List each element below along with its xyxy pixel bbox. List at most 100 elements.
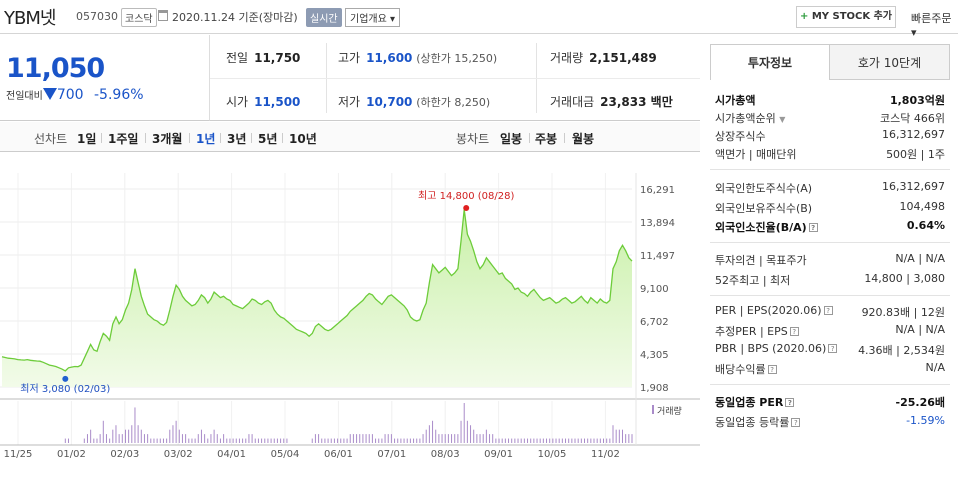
- sector-per-label: 동일업종 PER?: [715, 394, 795, 410]
- add-my-stock-button[interactable]: + MY STOCK 추가: [796, 6, 896, 28]
- help-icon[interactable]: ?: [808, 223, 818, 232]
- cap-rank-row: 시가총액순위 ▼ 코스닥 466위: [715, 110, 945, 127]
- high-price: 고가 11,600 (상한가 15,250): [338, 49, 497, 66]
- est-per-label: 추정PER | EPS?: [715, 323, 799, 339]
- tab-investment-info[interactable]: 투자정보: [710, 44, 830, 80]
- shares-row: 상장주식수 16,312,697: [715, 128, 945, 145]
- x-tick-label: 10/05: [538, 449, 567, 460]
- foreign-hold-value: 104,498: [899, 200, 946, 213]
- sector-rate-value: -1.59%: [906, 414, 945, 427]
- line-chart-label: 선차트: [34, 132, 68, 146]
- realtime-button[interactable]: 실시간: [306, 8, 342, 27]
- period-3year[interactable]: 3년: [227, 132, 247, 146]
- tab-hoga-10[interactable]: 호가 10단계: [829, 44, 950, 80]
- par-label: 액면가 | 매매단위: [715, 148, 797, 161]
- min-annotation: 최저 3,080 (02/03): [20, 383, 110, 395]
- price-change: 전일대비 700 -5.96%: [6, 87, 144, 103]
- x-tick-label: 11/02: [591, 449, 620, 460]
- upper-limit: (상한가 15,250): [416, 52, 498, 65]
- w52-value: 14,800 | 3,080: [864, 272, 945, 285]
- divider: [710, 242, 950, 243]
- prev-close-label: 전일: [226, 51, 249, 65]
- candle-chart-label: 봉차트: [456, 132, 490, 146]
- divider: [710, 384, 950, 385]
- x-tick-label: 03/02: [164, 449, 193, 460]
- divider: [282, 133, 283, 143]
- company-overview-dropdown[interactable]: 기업개요 ▾: [345, 8, 400, 27]
- help-icon[interactable]: ?: [789, 327, 799, 336]
- caret-down-icon[interactable]: ▼: [779, 115, 786, 124]
- market-cap-label: 시가총액: [715, 94, 756, 107]
- opinion-row: 투자의견 | 목표주가 N/A | N/A: [715, 252, 945, 269]
- divider: [220, 133, 221, 143]
- help-icon[interactable]: ?: [828, 344, 838, 353]
- y-tick-label: 13,894: [640, 218, 675, 229]
- x-tick-label: 11/25: [4, 449, 33, 460]
- dividend-value: N/A: [925, 361, 945, 374]
- divider: [189, 133, 190, 143]
- period-1day[interactable]: 1일: [77, 132, 97, 146]
- help-icon[interactable]: ?: [785, 398, 795, 407]
- help-icon[interactable]: ?: [791, 418, 801, 427]
- quote-table: 전일 11,750 시가 11,500 고가 11,600 (상한가 15,250) …: [210, 35, 700, 121]
- quick-order-dropdown[interactable]: 빠른주문 ▾: [911, 12, 952, 39]
- candle-weekly[interactable]: 주봉: [535, 132, 558, 146]
- divider: [710, 169, 950, 170]
- prev-close-value: 11,750: [254, 51, 301, 65]
- candle-monthly[interactable]: 월봉: [572, 132, 595, 146]
- x-tick-label: 01/02: [57, 449, 86, 460]
- trade-amount-value: 23,833 백만: [600, 95, 673, 109]
- w52-label: 52주최고 | 최저: [715, 274, 791, 287]
- volume-label: 거래량: [550, 51, 584, 65]
- stock-name: YBM넷: [4, 8, 56, 29]
- sector-per-value: -25.26배: [895, 396, 945, 409]
- lower-limit: (하한가 8,250): [416, 96, 491, 109]
- x-tick-label: 09/01: [484, 449, 513, 460]
- candle-daily[interactable]: 일봉: [500, 132, 523, 146]
- y-tick-label: 9,100: [640, 284, 669, 295]
- market-badge: 코스닥: [121, 8, 157, 27]
- period-1week[interactable]: 1주일: [108, 132, 139, 146]
- current-price: 11,050: [6, 53, 105, 84]
- shares-label: 상장주식수: [715, 130, 766, 143]
- x-tick-label: 04/01: [217, 449, 246, 460]
- foreign-ratio-row: 외국인소진율(B/A)? 0.64%: [715, 219, 945, 236]
- help-icon[interactable]: ?: [823, 306, 833, 315]
- change-amount: 700: [56, 87, 84, 103]
- shares-value: 16,312,697: [882, 128, 945, 141]
- y-tick-label: 11,497: [640, 251, 675, 262]
- stock-header: YBM넷 057030 코스닥 2020.11.24 기준(장마감) 실시간 기…: [0, 0, 958, 39]
- per-label: PER | EPS(2020.06)?: [715, 304, 833, 317]
- calendar-icon: [158, 10, 168, 21]
- par-value: 500원 | 1주: [886, 148, 945, 161]
- max-point-marker: [463, 205, 470, 211]
- down-triangle-icon: [42, 88, 57, 100]
- max-annotation: 최고 14,800 (08/28): [418, 190, 514, 202]
- market-cap-value: 1,803억원: [889, 94, 945, 107]
- divider: [145, 133, 146, 143]
- add-my-stock-label: MY STOCK 추가: [811, 11, 893, 22]
- price-chart[interactable]: 16,291 13,894 11,497 9,100 6,702 4,305 1,908 최…: [0, 153, 700, 474]
- low-label: 저가: [338, 95, 361, 109]
- x-tick-label: 08/03: [431, 449, 460, 460]
- pbr-value: 4.36배 | 2,534원: [858, 344, 945, 357]
- open-price: 시가 11,500: [226, 93, 300, 110]
- period-3month[interactable]: 3개월: [152, 132, 183, 146]
- y-tick-label: 4,305: [640, 350, 669, 361]
- divider: [564, 133, 565, 143]
- period-1year[interactable]: 1년: [196, 132, 216, 146]
- price-area: [2, 209, 632, 387]
- period-10year[interactable]: 10년: [289, 132, 317, 146]
- per-row: PER | EPS(2020.06)? 920.83배 | 12원: [715, 304, 945, 321]
- w52-row: 52주최고 | 최저 14,800 | 3,080: [715, 272, 945, 289]
- x-tick-label: 07/01: [377, 449, 406, 460]
- volume-legend: 거래량: [657, 405, 682, 417]
- help-icon[interactable]: ?: [767, 365, 777, 374]
- trade-amount-label: 거래대금: [550, 95, 595, 109]
- opinion-value: N/A | N/A: [895, 252, 945, 265]
- change-percent: -5.96%: [94, 87, 144, 103]
- x-tick-label: 02/03: [110, 449, 139, 460]
- foreign-hold-row: 외국인보유주식수(B) 104,498: [715, 200, 945, 217]
- period-5year[interactable]: 5년: [258, 132, 278, 146]
- est-per-value: N/A | N/A: [895, 323, 945, 336]
